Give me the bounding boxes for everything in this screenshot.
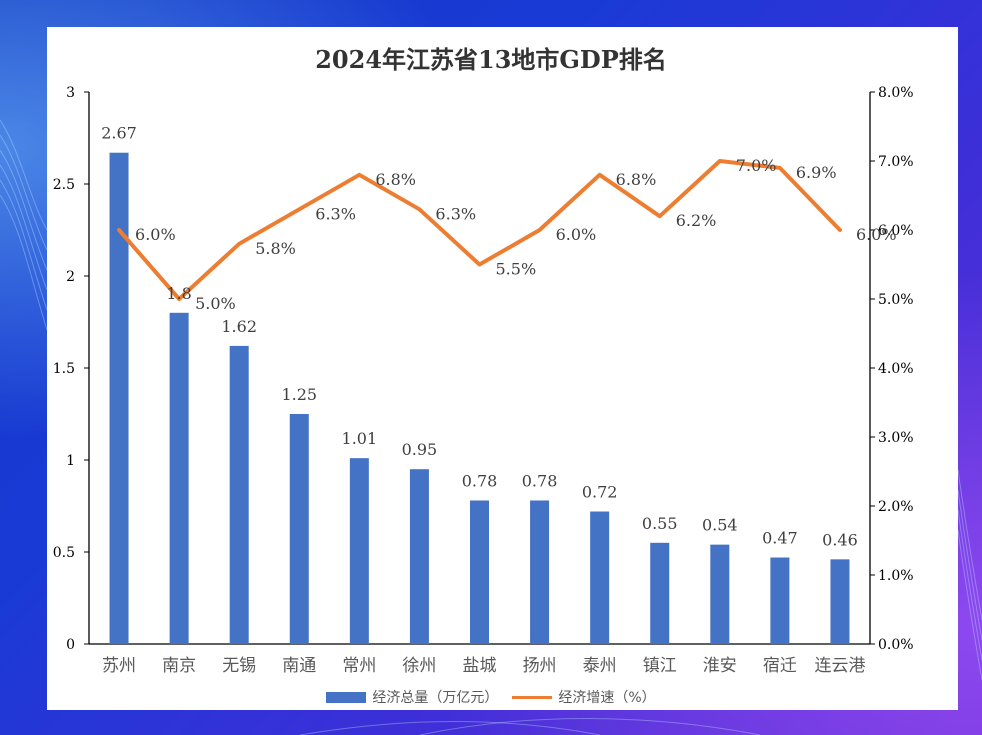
line-value-label: 6.0% xyxy=(856,225,897,244)
line-value-label: 5.8% xyxy=(255,239,296,258)
y-right-tick-label: 1.0% xyxy=(878,568,914,584)
bar-镇江 xyxy=(650,542,670,644)
chart-panel xyxy=(47,27,958,710)
growth-line xyxy=(117,159,842,301)
x-category-label: 无锡 xyxy=(222,656,256,676)
x-category-label: 徐州 xyxy=(402,656,436,676)
line-value-label: 6.8% xyxy=(616,170,657,189)
x-category-label: 宿迁 xyxy=(763,656,797,676)
y-right-tick-label: 7.0% xyxy=(878,154,914,170)
x-category-label: 苏州 xyxy=(102,656,136,676)
bar-value-label: 1.25 xyxy=(281,385,317,404)
bar-南京 xyxy=(169,312,189,644)
y-right-tick-label: 4.0% xyxy=(878,361,914,377)
y-left-tick-label: 0 xyxy=(66,637,75,653)
bar-value-label: 0.47 xyxy=(762,529,798,548)
legend-item-gdp: 经济总量（万亿元） xyxy=(326,687,498,707)
bar-value-label: 0.55 xyxy=(642,514,678,533)
x-category-label: 镇江 xyxy=(643,656,677,676)
bar-扬州 xyxy=(530,500,550,644)
bar-value-label: 1.62 xyxy=(221,317,257,336)
legend-line-swatch xyxy=(512,695,553,699)
legend: 经济总量（万亿元） 经济增速（%） xyxy=(0,687,982,707)
chart-title: 2024年江苏省13地市GDP排名 xyxy=(315,45,667,74)
x-category-label: 南京 xyxy=(162,656,196,676)
y-right-tick-label: 5.0% xyxy=(878,292,914,308)
bar-苏州 xyxy=(109,152,129,644)
y-left-tick-label: 0.5 xyxy=(53,545,75,561)
x-category-label: 泰州 xyxy=(583,656,617,676)
bar-盐城 xyxy=(470,500,489,644)
line-value-label: 6.2% xyxy=(676,211,717,230)
x-category-label: 盐城 xyxy=(463,656,497,676)
x-category-label: 南通 xyxy=(282,656,316,676)
bar-value-label: 2.67 xyxy=(101,124,137,143)
y-left-tick-label: 2.5 xyxy=(53,177,75,193)
bar-徐州 xyxy=(409,469,429,644)
line-value-label: 6.3% xyxy=(315,204,356,223)
y-right-tick-label: 8.0% xyxy=(878,85,914,101)
line-value-label: 6.0% xyxy=(135,225,176,244)
bar-value-label: 0.95 xyxy=(402,440,438,459)
line-value-label: 5.0% xyxy=(195,294,236,313)
bar-南通 xyxy=(289,414,309,644)
y-left-tick-label: 2 xyxy=(66,269,75,285)
y-right-tick-label: 3.0% xyxy=(878,430,914,446)
x-category-label: 连云港 xyxy=(814,656,865,676)
bar-value-label: 1.8 xyxy=(166,284,191,303)
bar-value-label: 0.78 xyxy=(522,471,558,490)
legend-item-growth: 经济增速（%） xyxy=(512,687,656,707)
x-category-label: 淮安 xyxy=(703,656,737,676)
legend-label-gdp: 经济总量（万亿元） xyxy=(372,690,499,706)
bar-宿迁 xyxy=(770,557,790,644)
y-left-tick-label: 1.5 xyxy=(53,361,75,377)
line-value-label: 6.8% xyxy=(375,170,416,189)
y-right-tick-label: 0.0% xyxy=(878,637,914,653)
x-category-label: 常州 xyxy=(342,656,376,676)
line-value-label: 6.9% xyxy=(796,163,837,182)
bar-连云港 xyxy=(830,559,850,644)
bar-value-label: 0.54 xyxy=(702,516,738,535)
line-value-label: 6.0% xyxy=(556,225,597,244)
legend-label-growth: 经济增速（%） xyxy=(558,690,656,706)
bar-无锡 xyxy=(229,345,249,644)
bar-泰州 xyxy=(590,511,610,644)
line-value-label: 5.5% xyxy=(496,260,537,279)
bar-淮安 xyxy=(710,544,730,644)
y-left-tick-label: 3 xyxy=(66,85,75,101)
bar-常州 xyxy=(349,458,369,644)
y-left-tick-label: 1 xyxy=(66,453,75,469)
line-value-label: 6.3% xyxy=(435,204,476,223)
bar-value-label: 1.01 xyxy=(342,429,378,448)
bar-value-label: 0.78 xyxy=(462,471,498,490)
x-category-label: 扬州 xyxy=(523,656,557,676)
y-right-tick-label: 6.0% xyxy=(878,223,914,239)
line-value-label: 7.0% xyxy=(736,156,777,175)
legend-bar-swatch xyxy=(326,691,367,703)
bar-value-label: 0.72 xyxy=(582,483,618,502)
bar-value-label: 0.46 xyxy=(822,530,858,549)
y-right-tick-label: 2.0% xyxy=(878,499,914,515)
